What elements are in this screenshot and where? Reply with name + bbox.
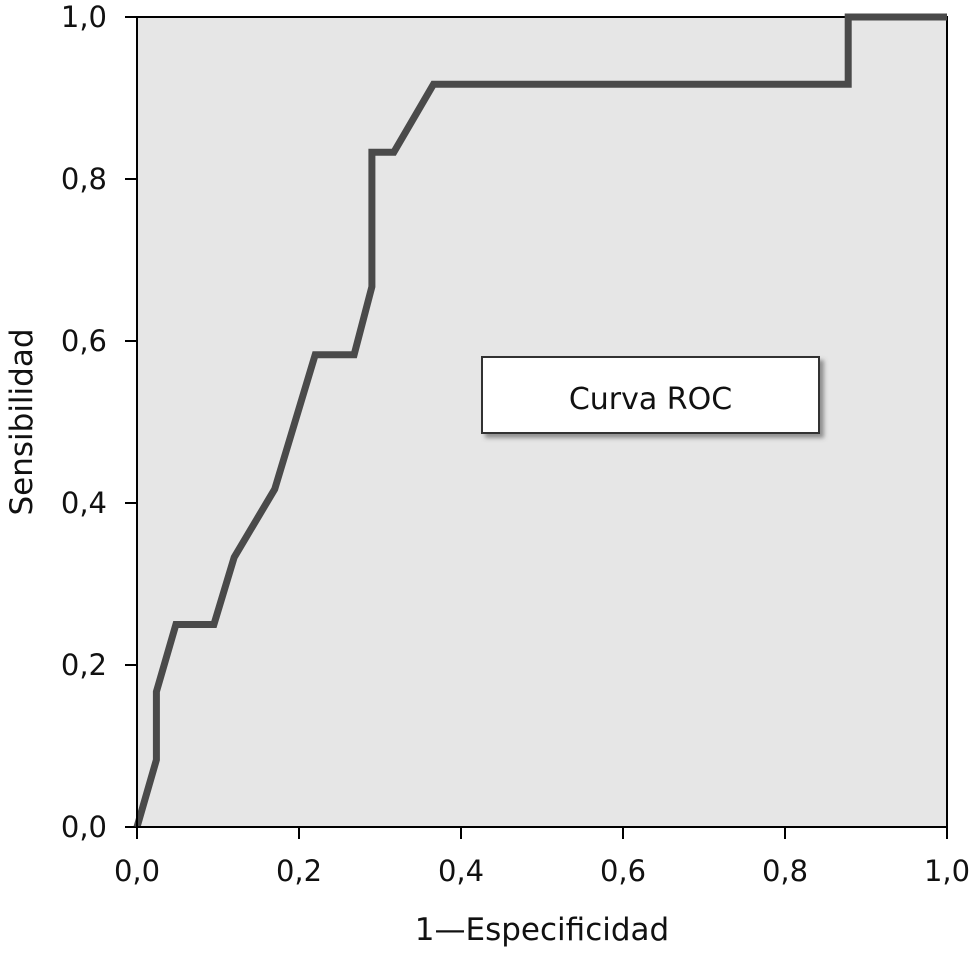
x-axis-ticks: 0,0 0,2 0,4 0,6 0,8 1,0 [114,827,970,888]
x-tick-label: 0,8 [762,854,808,888]
y-tick-label: 0,6 [61,324,107,358]
y-tick-label: 0,8 [61,162,107,196]
x-axis-label: 1—Especificidad [415,912,669,948]
annotation-label: Curva ROC [569,382,732,417]
x-tick-label: 0,6 [600,854,646,888]
x-tick-label: 0,4 [438,854,484,888]
x-tick-label: 1,0 [924,854,970,888]
y-tick-label: 0,4 [61,486,107,520]
y-tick-label: 1,0 [61,0,107,34]
roc-curve-line [133,13,947,828]
x-tick-label: 0,2 [276,854,322,888]
y-axis-ticks: 0,0 0,2 0,4 0,6 0,8 1,0 [61,0,137,844]
annotation-box-frame [481,356,820,434]
y-axis-label: Sensibilidad [4,328,40,515]
x-tick-label: 0,0 [114,854,160,888]
y-tick-label: 0,2 [61,648,107,682]
y-tick-label: 0,0 [61,810,107,844]
annotation-box: Curva ROC [481,356,820,434]
